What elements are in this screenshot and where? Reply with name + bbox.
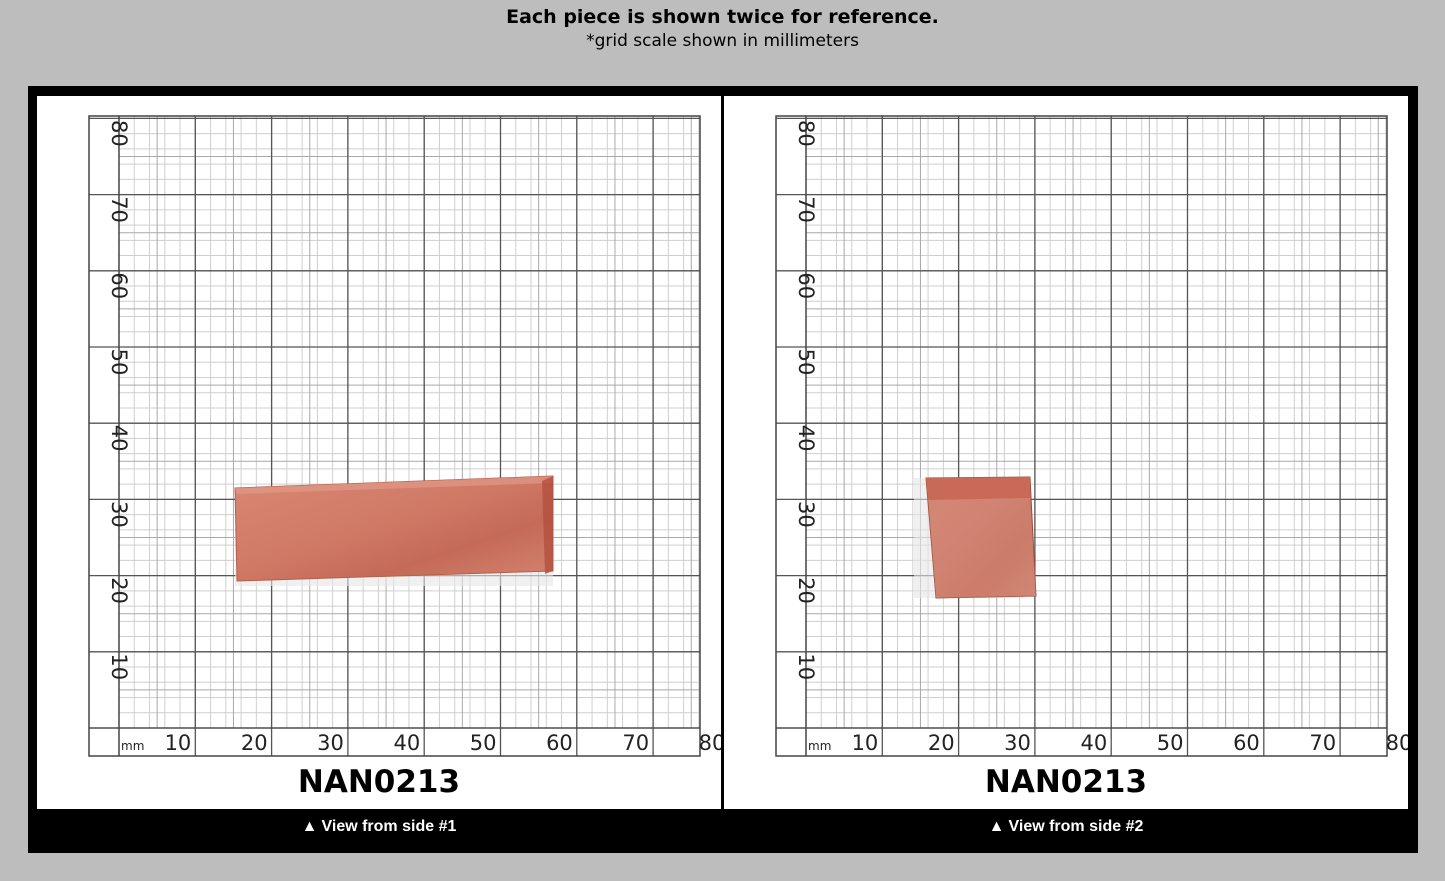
x-tick-label: 70 [622,731,649,755]
x-tick-label: 80 [1386,731,1408,755]
x-tick-label: 40 [393,731,420,755]
panel-side-2: 10 20 30 40 50 60 70 80 mm 80 70 60 50 40 30 20 10 NAN02… [724,96,1408,809]
page-subtitle: *grid scale shown in millimeters [586,31,859,51]
y-tick-label: 20 [107,577,131,604]
y-tick-label: 10 [794,653,818,680]
y-tick-label: 20 [794,577,818,604]
grid-lines [775,115,1388,757]
piece-front-face [928,498,1036,598]
stone-piece [914,476,1037,599]
y-tick-label: 50 [794,349,818,376]
grid-side-2: 10 20 30 40 50 60 70 80 mm 80 70 60 50 40 30 20 10 [775,115,1408,757]
y-tick-label: 70 [794,196,818,223]
panel-side-1: 10 20 30 40 50 60 70 80 mm 80 70 60 50 40 30 20 10 NAN02… [37,96,721,809]
y-tick-label: 80 [107,120,131,147]
y-tick-label: 60 [794,272,818,299]
caption-text-side-1: View from side #1 [321,818,457,835]
grid-lines [88,115,701,757]
y-tick-label: 80 [794,120,818,147]
x-tick-label: 50 [1157,731,1184,755]
grid-border [775,115,1388,757]
up-triangle-icon: ▲ [301,818,318,835]
x-tick-label: 40 [1080,731,1107,755]
caption-side-1: ▲ View from side #1 [37,818,721,836]
piece-side-edge [542,476,553,574]
piece-label-side-2: NAN0213 [984,764,1148,800]
unit-label: mm [808,739,831,753]
y-tick-label: 60 [107,272,131,299]
caption-side-2: ▲ View from side #2 [724,818,1408,836]
x-tick-label: 70 [1309,731,1336,755]
grid-border [88,115,701,757]
unit-label: mm [121,739,144,753]
x-tick-label: 20 [928,731,955,755]
up-triangle-icon: ▲ [988,818,1005,835]
grid-side-1: 10 20 30 40 50 60 70 80 mm 80 70 60 50 40 30 20 10 [88,115,721,757]
x-tick-label: 60 [1233,731,1260,755]
x-tick-label: 60 [546,731,573,755]
y-tick-label: 10 [107,653,131,680]
x-tick-label: 80 [699,731,721,755]
page-title: Each piece is shown twice for reference. [506,6,939,28]
page-header: Each piece is shown twice for reference.… [0,0,1445,86]
y-tick-label: 70 [107,196,131,223]
x-tick-label: 30 [317,731,344,755]
y-tick-label: 40 [107,425,131,452]
x-tick-label: 10 [852,731,879,755]
piece-label-side-1: NAN0213 [297,764,461,800]
y-tick-label: 30 [107,501,131,528]
caption-text-side-2: View from side #2 [1008,818,1144,835]
y-tick-label: 30 [794,501,818,528]
x-tick-label: 10 [165,731,192,755]
y-tick-label: 40 [794,425,818,452]
y-tick-label: 50 [107,349,131,376]
x-tick-label: 30 [1004,731,1031,755]
x-tick-label: 50 [470,731,497,755]
x-tick-label: 20 [241,731,268,755]
stone-piece [234,475,554,586]
piece-top-edge [235,476,553,494]
piece-top-face [926,477,1030,500]
image-frame: 10 20 30 40 50 60 70 80 mm 80 70 60 50 40 30 20 10 NAN02… [28,86,1418,853]
